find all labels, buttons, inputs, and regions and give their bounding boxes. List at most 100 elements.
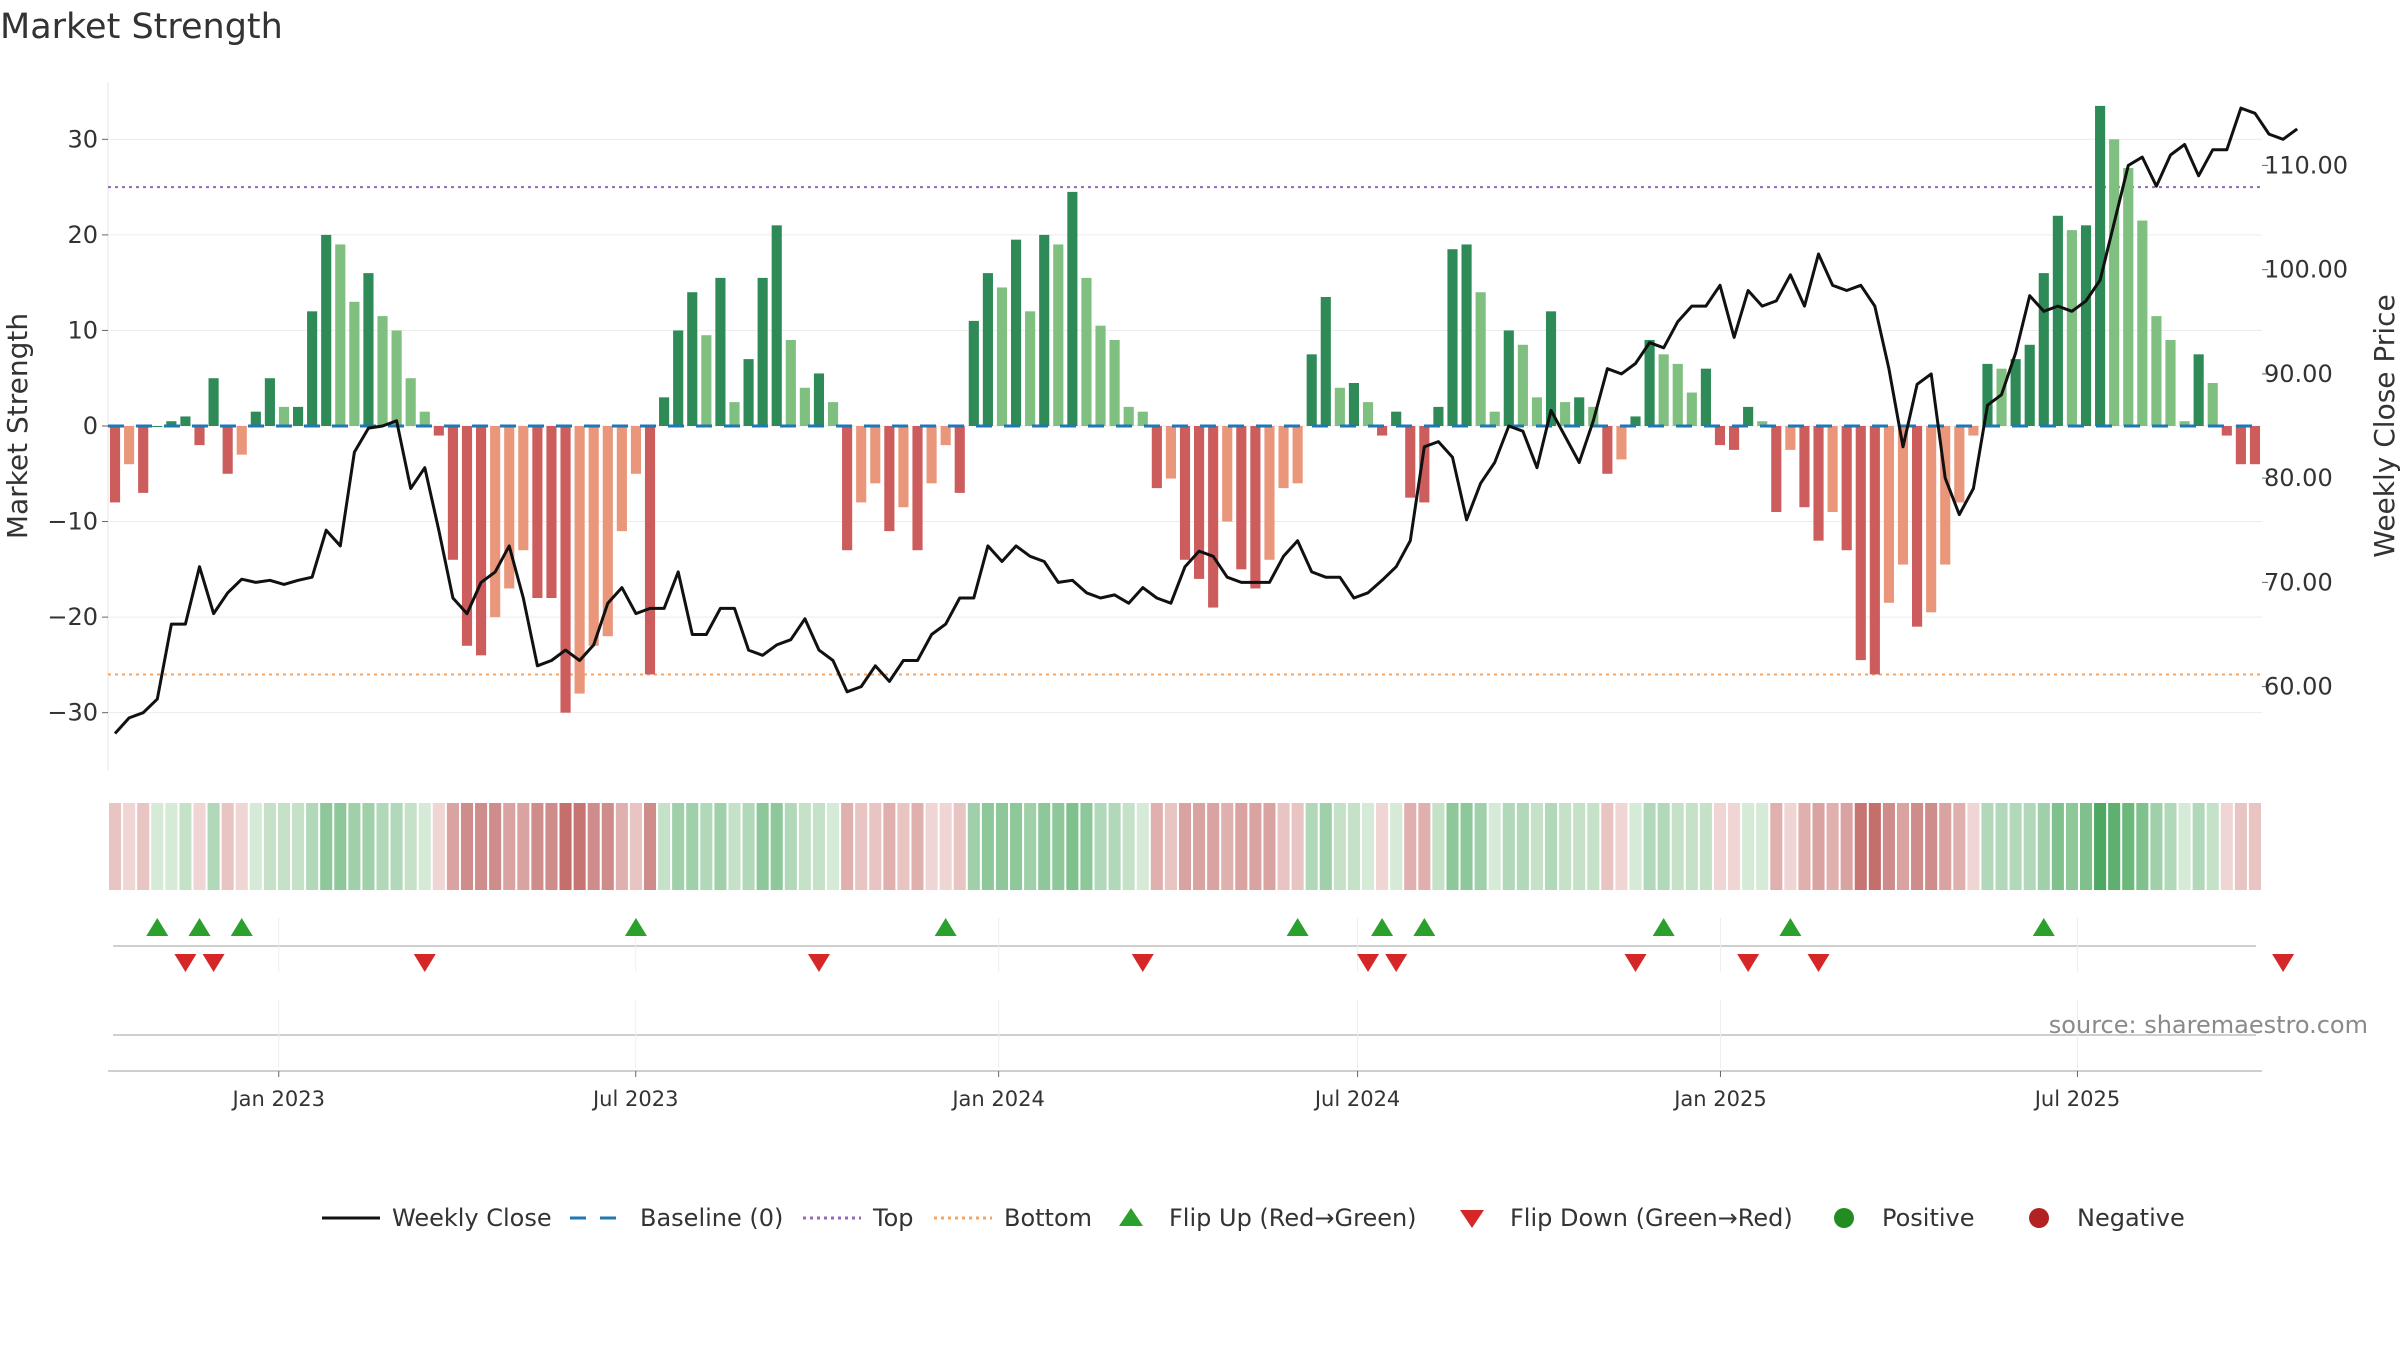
strength-bar <box>827 402 839 426</box>
strength-bar <box>292 406 304 426</box>
y-tick-label: −20 <box>47 603 98 631</box>
strip-cell <box>1249 803 1262 890</box>
strip-cell <box>1882 803 1895 890</box>
legend-item: Positive <box>1834 1204 1975 1232</box>
strip-cell <box>1798 803 1811 890</box>
strength-bar <box>1461 244 1472 426</box>
strip-cell <box>1502 803 1515 890</box>
strength-bar <box>349 301 360 426</box>
strip-cell <box>2051 803 2064 890</box>
legend-item: Baseline (0) <box>570 1204 783 1232</box>
strip-cell <box>812 803 825 890</box>
strip-cell <box>1953 803 1966 890</box>
legend-label: Negative <box>2077 1204 2185 1232</box>
y-tick-label: 0 <box>83 412 98 440</box>
strength-bar <box>377 316 388 426</box>
strip-cell <box>925 803 938 890</box>
strip-cell <box>1432 803 1445 890</box>
strip-cell <box>686 803 699 890</box>
strength-bar <box>321 234 332 426</box>
strength-bar <box>152 426 163 427</box>
strip-cell <box>2192 803 2205 890</box>
y-tick-label: 30 <box>67 125 98 153</box>
weekly-close-line <box>113 106 2299 735</box>
strength-bar <box>842 426 853 551</box>
strength-bar <box>1926 426 1937 613</box>
strip-cell <box>235 803 248 890</box>
strip-cell <box>432 803 445 890</box>
strength-bar <box>180 416 191 426</box>
strength-bar <box>2207 383 2218 426</box>
strength-bar <box>2109 139 2120 427</box>
legend-item: Top <box>803 1204 914 1232</box>
strength-bars <box>109 105 2261 713</box>
strip-cell <box>939 803 952 890</box>
strip-cell <box>2248 803 2261 890</box>
strength-bar <box>1053 244 1064 426</box>
strip-cell <box>1108 803 1121 890</box>
strength-bar <box>307 311 318 426</box>
strength-bar <box>1433 406 1444 426</box>
strength-bar <box>729 402 740 426</box>
legend-item: Weekly Close <box>322 1204 552 1232</box>
strip-cell <box>2037 803 2050 890</box>
strip-cell <box>123 803 136 890</box>
flip-up-marker <box>1652 918 1675 936</box>
strength-bar <box>1616 426 1627 460</box>
strip-cell <box>559 803 572 890</box>
strength-bar <box>1531 397 1543 426</box>
strength-bar <box>518 426 529 551</box>
price-series <box>113 106 2299 735</box>
strip-cell <box>249 803 262 890</box>
strip-cell <box>1080 803 1093 890</box>
strip-cell <box>869 803 882 890</box>
strength-bar <box>1841 426 1852 551</box>
strip-cell <box>1840 803 1853 890</box>
strip-cell <box>517 803 530 890</box>
strip-cell <box>1685 803 1698 890</box>
strength-bar <box>1968 426 1979 436</box>
strip-cell <box>1629 803 1642 890</box>
strip-cell <box>1418 803 1431 890</box>
flip-down-marker <box>1737 954 1760 972</box>
strip-cell <box>1052 803 1065 890</box>
legend-item: Flip Up (Red→Green) <box>1119 1204 1417 1232</box>
strip-cell <box>1122 803 1135 890</box>
strength-bar <box>391 330 402 426</box>
flip-up-marker <box>146 918 169 936</box>
strip-cell <box>2178 803 2191 890</box>
strip-cell <box>981 803 994 890</box>
strip-cell <box>1967 803 1980 890</box>
strength-bar <box>1320 297 1331 426</box>
strip-cell <box>221 803 234 890</box>
strength-bar <box>1658 354 1669 426</box>
strength-bar <box>2221 426 2232 436</box>
strength-bar <box>1447 249 1458 426</box>
strip-cell <box>1615 803 1628 890</box>
strength-bar <box>2249 426 2261 465</box>
strength-bar <box>602 426 613 637</box>
strip-cell <box>756 803 769 890</box>
strip-cell <box>1136 803 1149 890</box>
strength-bar <box>1362 402 1374 426</box>
strength-bar <box>1292 426 1303 484</box>
x-tick-label: Jul 2023 <box>591 1087 678 1111</box>
strength-bar <box>1025 311 1036 426</box>
strength-bar <box>504 426 515 589</box>
flip-up-marker <box>624 918 647 936</box>
y2-axis-title: Weekly Close Price <box>2368 294 2400 557</box>
strip-cell <box>1178 803 1192 890</box>
strength-bar <box>1912 426 1923 627</box>
strip-cell <box>1530 803 1543 890</box>
strip-cell <box>601 803 614 890</box>
strength-bar <box>2052 215 2063 426</box>
strength-bar <box>1419 426 1430 503</box>
strength-bar <box>1630 416 1641 426</box>
strip-cell <box>1826 803 1839 890</box>
strip-cell <box>475 803 488 890</box>
strip-cell <box>1995 803 2008 890</box>
strength-bar <box>1771 426 1782 512</box>
strength-bar <box>546 426 557 598</box>
strip-cell <box>1516 803 1529 890</box>
strip-cell <box>2009 803 2022 890</box>
